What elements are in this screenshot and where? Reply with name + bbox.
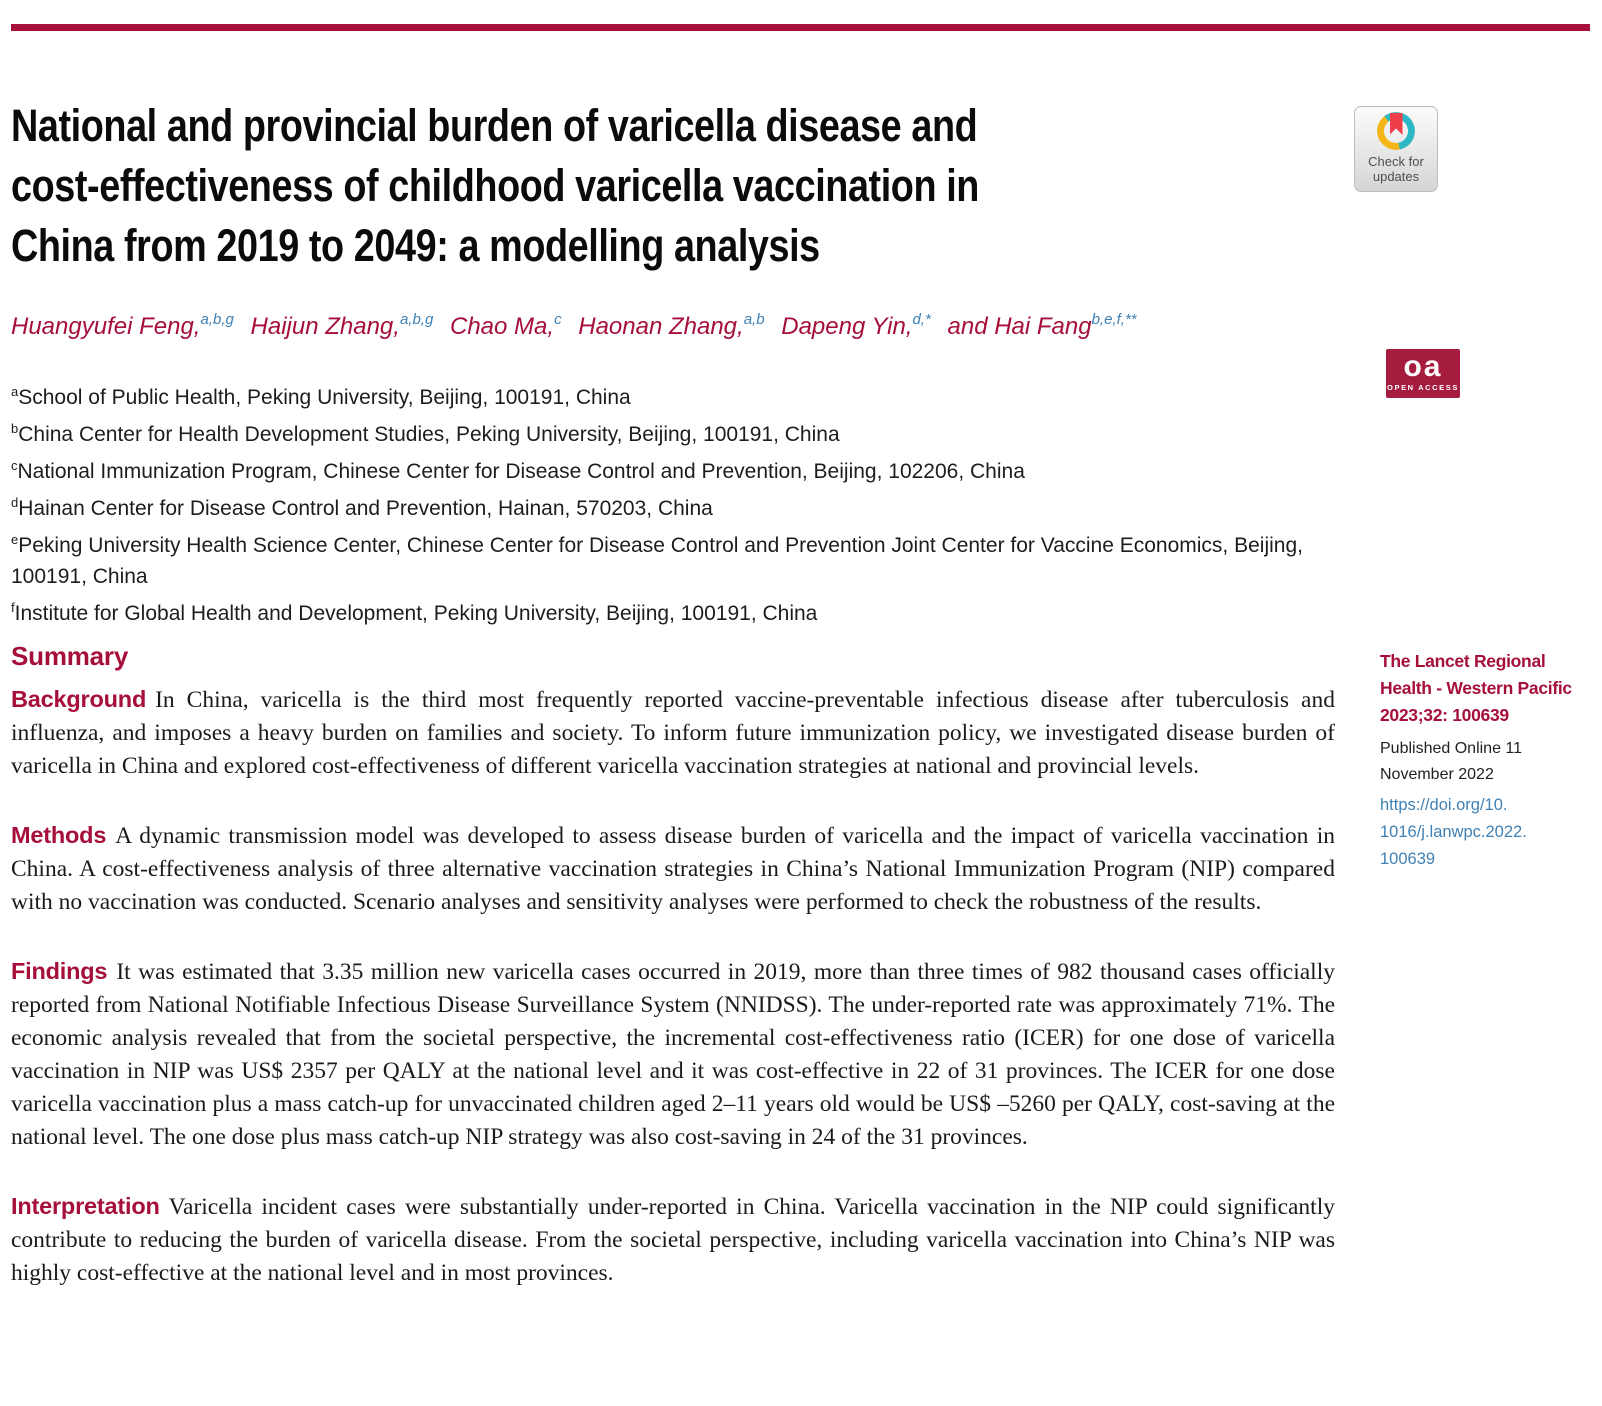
open-access-label: OPEN ACCESS: [1387, 383, 1459, 392]
published-online-line: November 2022: [1380, 766, 1494, 783]
affiliation: bChina Center for Health Development Stu…: [11, 413, 1341, 450]
check-for-updates-label: Check for updates: [1368, 154, 1424, 184]
affiliation: dHainan Center for Disease Control and P…: [11, 487, 1341, 524]
crossmark-bookmark-icon: [1389, 113, 1403, 135]
summary-background-paragraph: Background In China, varicella is the thi…: [11, 683, 1335, 783]
affiliation-marker: e: [11, 532, 19, 547]
journal-citation: The Lancet Regional Health - Western Pac…: [1380, 648, 1590, 729]
journal-citation-line: 2023;32: 100639: [1380, 705, 1509, 725]
article-title: National and provincial burden of varice…: [11, 96, 1341, 276]
doi-link[interactable]: https://doi.org/10. 1016/j.lanwpc.2022. …: [1380, 792, 1590, 873]
author-name: Haonan Zhang,: [578, 313, 744, 340]
affiliation-text: China Center for Health Development Stud…: [18, 423, 840, 446]
section-text: Varicella incident cases were substantia…: [11, 1194, 1335, 1286]
affiliation-marker: d: [11, 495, 19, 510]
affiliation-text: Institute for Global Health and Developm…: [14, 602, 818, 625]
summary-findings-paragraph: Findings It was estimated that 3.35 milli…: [11, 955, 1335, 1154]
author-affiliation-marks: a,b,g: [200, 311, 234, 328]
affiliation: cNational Immunization Program, Chinese …: [11, 450, 1341, 487]
article-title-line: cost-effectiveness of childhood varicell…: [11, 160, 979, 211]
author-list: Huangyufei Feng,a,b,g Haijun Zhang,a,b,g…: [11, 311, 1341, 341]
author: Huangyufei Feng,a,b,g: [11, 311, 234, 340]
journal-citation-sidebar: The Lancet Regional Health - Western Pac…: [1380, 648, 1590, 873]
doi-link-line: 1016/j.lanwpc.2022.: [1380, 823, 1527, 841]
affiliation: ePeking University Health Science Center…: [11, 524, 1341, 592]
author: Haonan Zhang,a,b: [578, 311, 765, 340]
affiliation-marker: f: [11, 600, 15, 615]
author-name: and Hai Fang: [947, 313, 1092, 340]
affiliation-marker: a: [11, 384, 19, 399]
summary-methods-paragraph: Methods A dynamic transmission model was …: [11, 819, 1335, 919]
author-name: Huangyufei Feng,: [11, 313, 201, 340]
doi-link-line: 100639: [1380, 850, 1436, 868]
author: Dapeng Yin,d,*: [781, 311, 931, 340]
affiliation-text: School of Public Health, Peking Universi…: [18, 386, 631, 409]
author: and Hai Fangb,e,f,**: [947, 311, 1137, 340]
author-affiliation-marks: a,b: [743, 311, 765, 328]
author-name: Haijun Zhang,: [250, 313, 400, 340]
open-access-oa-icon: oa: [1403, 350, 1443, 383]
affiliation-text: Hainan Center for Disease Control and Pr…: [18, 497, 713, 520]
section-text: In China, varicella is the third most fr…: [11, 687, 1335, 779]
section-text: A dynamic transmission model was develop…: [11, 823, 1335, 915]
author-affiliation-marks: d,*: [912, 311, 931, 328]
published-online-line: Published Online 11: [1380, 740, 1523, 757]
article-title-line: China from 2019 to 2049: a modelling ana…: [11, 220, 820, 271]
affiliation: fInstitute for Global Health and Develop…: [11, 592, 1341, 629]
article-title-line: National and provincial burden of varice…: [11, 100, 978, 151]
doi-link-line: https://doi.org/10.: [1380, 796, 1508, 814]
author: Haijun Zhang,a,b,g: [250, 311, 434, 340]
section-text: It was estimated that 3.35 million new v…: [11, 959, 1335, 1150]
author-name: Chao Ma,: [450, 313, 555, 340]
section-label-interpretation: Interpretation: [11, 1193, 160, 1219]
author: Chao Ma,c: [450, 311, 562, 340]
affiliation: aSchool of Public Health, Peking Univers…: [11, 376, 1341, 413]
author-name: Dapeng Yin,: [781, 313, 913, 340]
summary-heading: Summary: [11, 641, 129, 671]
section-label-background: Background: [11, 686, 147, 712]
journal-citation-line: Health - Western Pacific: [1380, 678, 1572, 698]
affiliation-text: National Immunization Program, Chinese C…: [17, 460, 1025, 483]
section-label-findings: Findings: [11, 958, 108, 984]
crossmark-icon: [1377, 112, 1415, 150]
affiliation-marker: c: [11, 458, 18, 473]
section-label-methods: Methods: [11, 822, 107, 848]
open-access-badge: oa OPEN ACCESS: [1386, 349, 1460, 398]
author-affiliation-marks: c: [554, 311, 562, 328]
affiliation-list: aSchool of Public Health, Peking Univers…: [11, 376, 1341, 629]
author-affiliation-marks: b,e,f,**: [1091, 311, 1137, 328]
author-affiliation-marks: a,b,g: [399, 311, 434, 328]
affiliation-text: Peking University Health Science Center,…: [11, 534, 1303, 588]
summary-section: Summary Background In China, varicella is…: [11, 641, 1335, 1326]
published-online-note: Published Online 11 November 2022: [1380, 736, 1590, 788]
journal-top-rule: [11, 24, 1590, 31]
summary-interpretation-paragraph: Interpretation Varicella incident cases w…: [11, 1190, 1335, 1290]
check-for-updates-button[interactable]: Check for updates: [1354, 106, 1438, 192]
journal-citation-line: The Lancet Regional: [1380, 651, 1546, 671]
affiliation-marker: b: [11, 421, 19, 436]
